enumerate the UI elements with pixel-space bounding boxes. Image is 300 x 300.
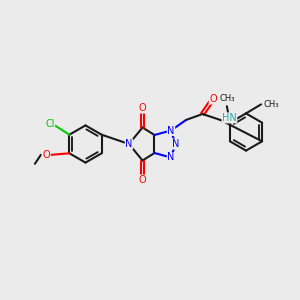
- Text: O: O: [139, 103, 146, 113]
- Text: O: O: [139, 175, 146, 185]
- Text: O: O: [42, 150, 50, 160]
- Text: N: N: [172, 139, 179, 149]
- Text: N: N: [125, 139, 133, 149]
- Text: HN: HN: [222, 113, 237, 123]
- Text: CH₃: CH₃: [263, 100, 279, 109]
- Text: O: O: [209, 94, 217, 104]
- Text: N: N: [167, 152, 175, 163]
- Text: Cl: Cl: [45, 119, 55, 129]
- Text: N: N: [167, 125, 175, 136]
- Text: CH₃: CH₃: [219, 94, 235, 103]
